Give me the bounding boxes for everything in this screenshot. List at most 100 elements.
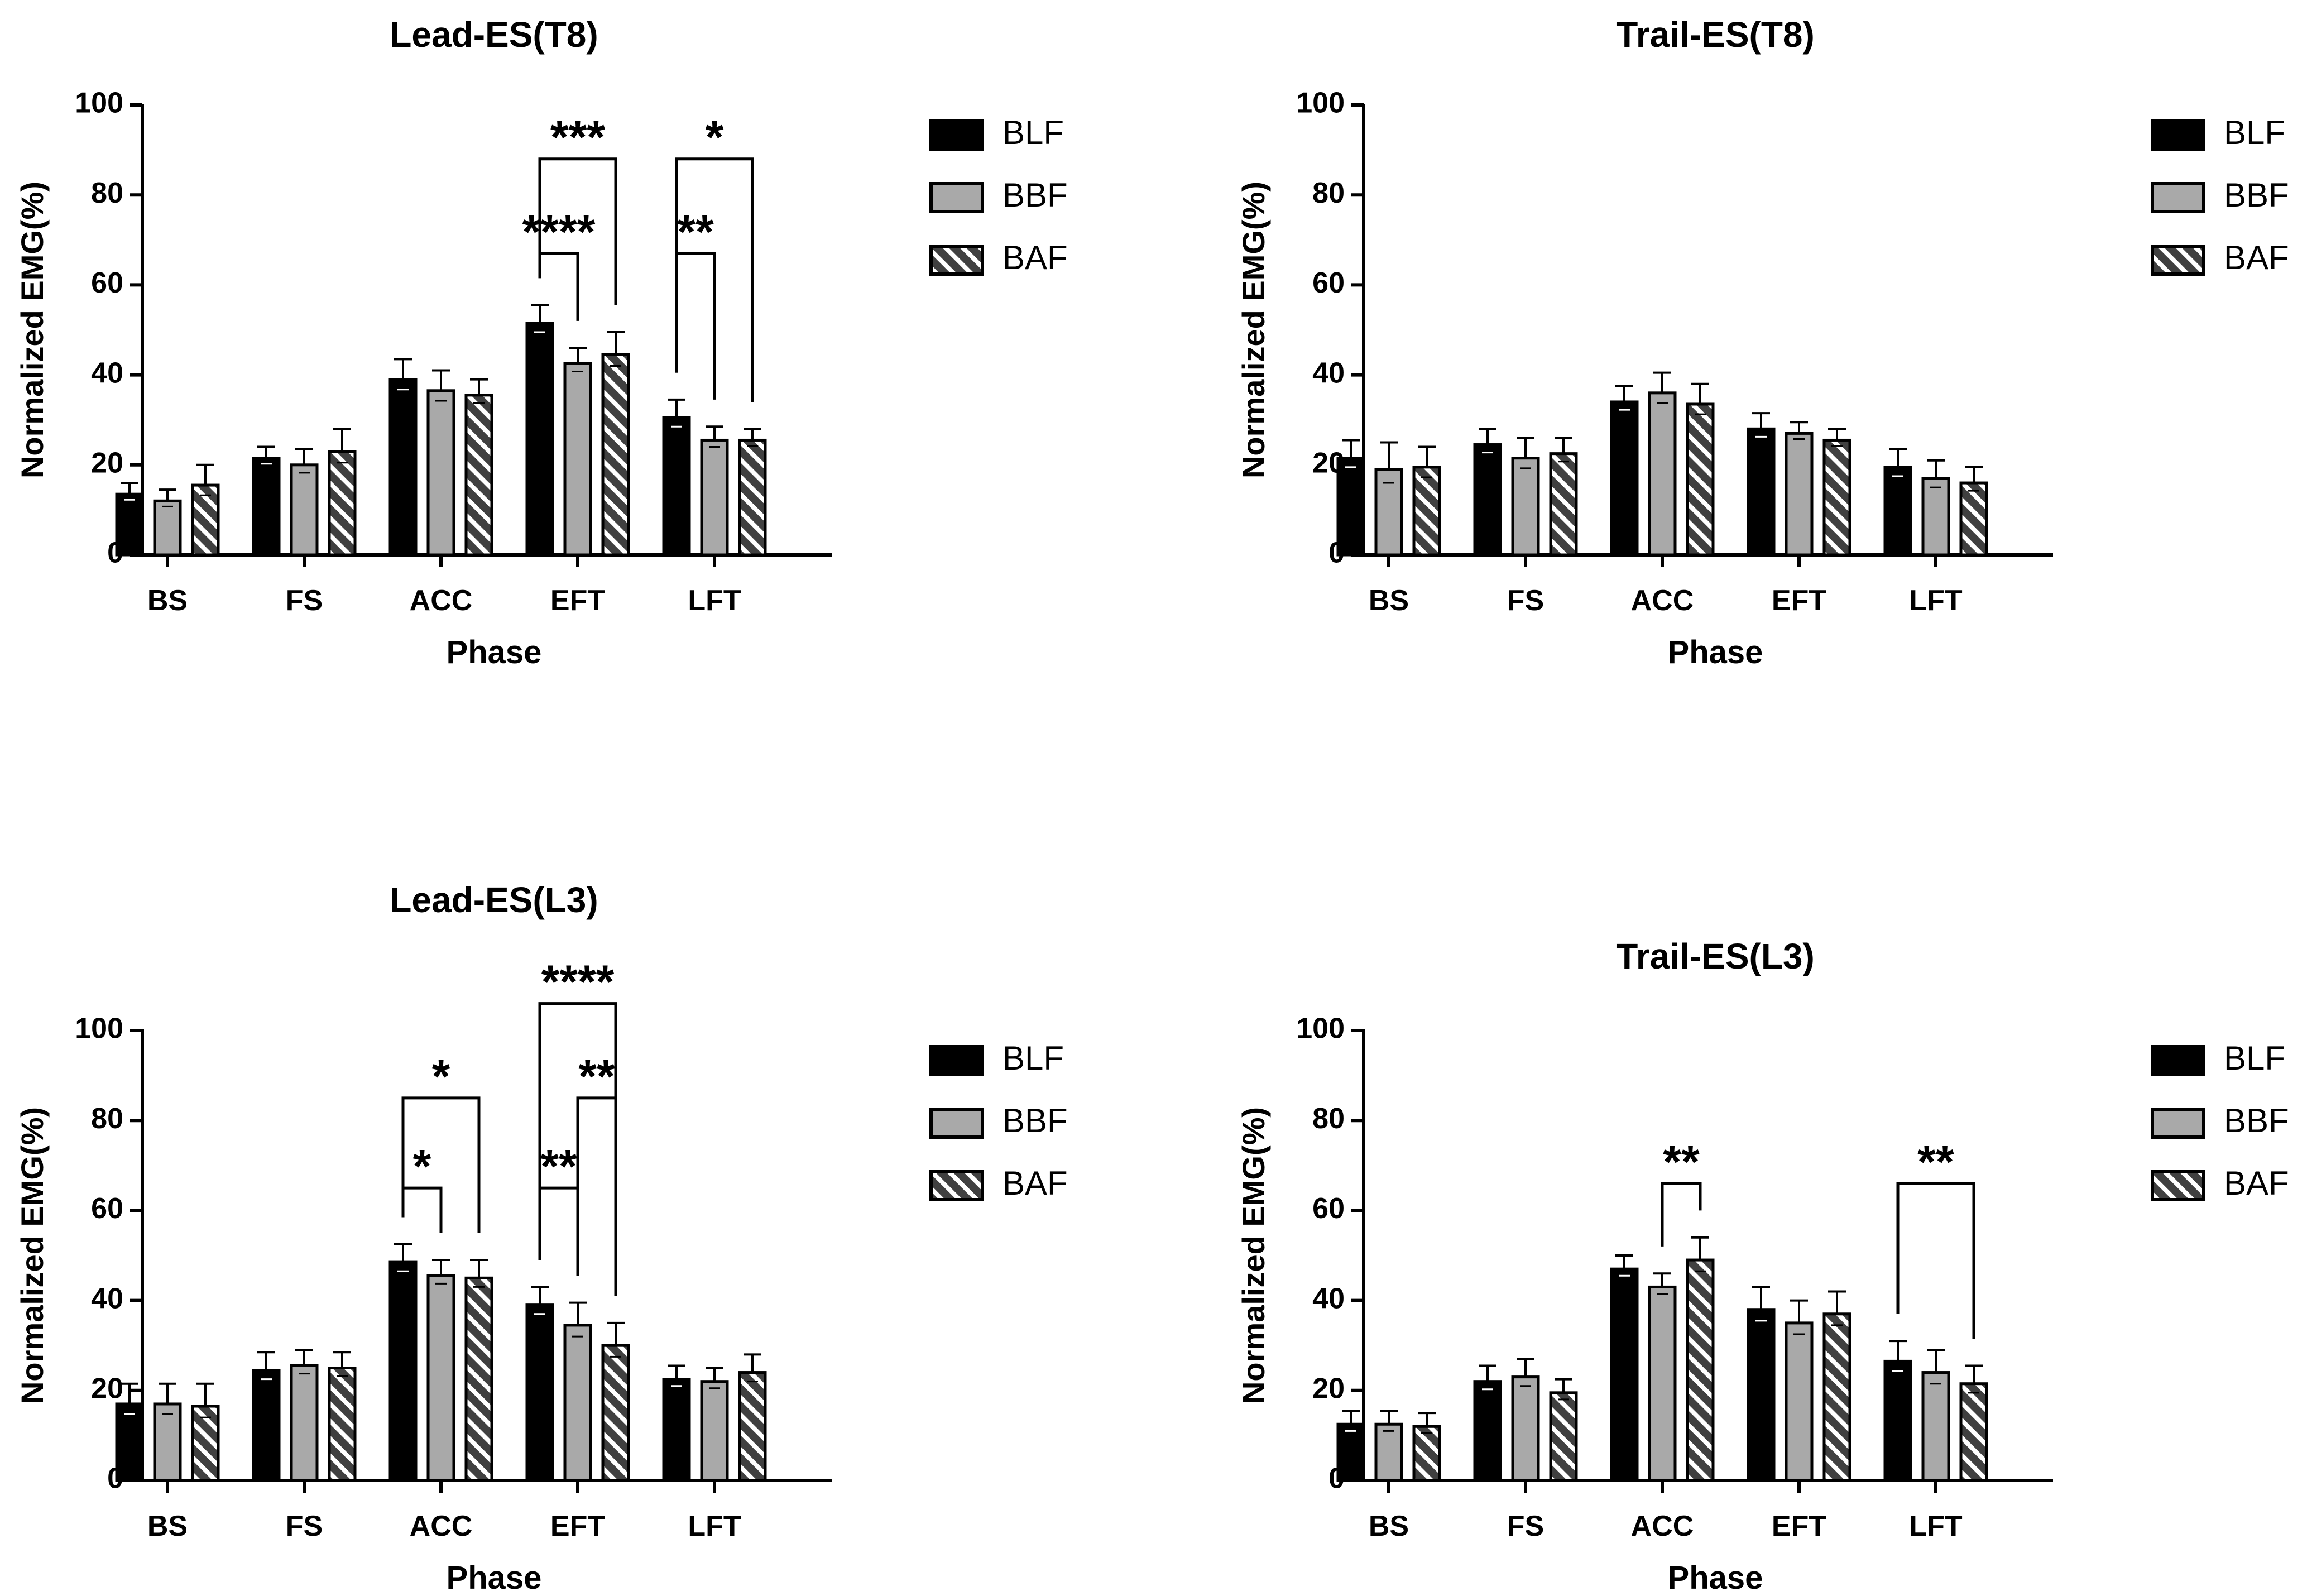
legend-label-blf: BLF <box>1002 114 1064 151</box>
bar-baf-fs <box>328 450 357 557</box>
y-tick-label: 40 <box>1312 357 1345 389</box>
x-tick-label: LFT <box>1909 584 1963 617</box>
bar-bbf-fs <box>1511 1375 1540 1482</box>
bar-bbf-acc <box>426 1274 455 1482</box>
x-tick-label: EFT <box>550 584 605 617</box>
x-axis-label: Phase <box>447 1560 542 1596</box>
x-tick-label: FS <box>1507 584 1544 617</box>
y-tick-label: 80 <box>1312 1103 1345 1135</box>
x-tick-label: LFT <box>688 584 741 617</box>
x-tick-label: FS <box>286 584 323 617</box>
significance-bracket <box>675 252 716 400</box>
bar-bbf-acc <box>426 389 455 557</box>
bar-baf-acc <box>1686 1258 1715 1482</box>
legend-swatch-blf <box>929 1045 984 1076</box>
legend-swatch-baf <box>2151 245 2205 276</box>
y-axis-label: Normalized EMG(%) <box>15 181 50 478</box>
legend-swatch-bbf <box>2151 182 2205 213</box>
legend-swatch-bbf <box>2151 1108 2205 1139</box>
x-axis-label: Phase <box>447 634 542 670</box>
y-tick-label: 100 <box>1296 87 1345 119</box>
significance-label: ** <box>677 205 714 258</box>
bar-baf-fs <box>1549 1391 1578 1482</box>
bar-bbf-eft <box>563 362 592 557</box>
bar-baf-lft <box>1959 1382 1988 1482</box>
bar-baf-eft <box>1822 438 1851 557</box>
legend-swatch-blf <box>2151 1045 2205 1076</box>
significance-label: **** <box>541 956 615 1008</box>
significance-label: ** <box>1917 1135 1954 1188</box>
y-tick-label: 100 <box>1296 1013 1345 1045</box>
y-axis-label: Normalized EMG(%) <box>1236 181 1271 478</box>
y-tick-label: 80 <box>91 1103 123 1135</box>
y-tick-label: 80 <box>91 177 123 209</box>
bar-baf-lft <box>738 1371 767 1482</box>
chart-title: Lead-ES(L3) <box>390 880 598 920</box>
bar-bbf-bs <box>1374 1422 1403 1482</box>
significance-label: ** <box>540 1140 577 1192</box>
y-tick-label: 20 <box>91 1373 123 1405</box>
bar-blf-lft <box>1883 1359 1912 1482</box>
significance-label: ** <box>578 1050 615 1103</box>
bar-baf-eft <box>601 1344 630 1482</box>
bar-baf-lft <box>1959 481 1988 557</box>
significance-bracket <box>538 157 617 305</box>
legend-swatch-blf <box>2151 119 2205 151</box>
chart-lead-es-l3: Lead-ES(L3) 020406080100BSFSACCEFTLFT***… <box>15 880 1068 1596</box>
x-axis-label: Phase <box>1668 1560 1763 1596</box>
significance-label: *** <box>550 111 605 164</box>
bar-baf-fs <box>1549 452 1578 557</box>
bar-blf-acc <box>1610 1267 1639 1482</box>
legend-label-baf: BAF <box>2224 239 2289 276</box>
significance-label: ** <box>1663 1135 1700 1188</box>
bar-bbf-lft <box>1921 477 1950 557</box>
legend-label-baf: BAF <box>1002 239 1068 276</box>
bar-blf-bs <box>115 492 144 557</box>
x-tick-label: BS <box>147 1510 188 1542</box>
bar-baf-acc <box>464 1276 493 1482</box>
bar-baf-acc <box>1686 402 1715 557</box>
y-tick-label: 100 <box>75 87 123 119</box>
legend-label-baf: BAF <box>1002 1164 1068 1202</box>
chart-lead-es-t8: Lead-ES(T8) 020406080100BSFSACCEFTLFT***… <box>15 15 1068 670</box>
significance-bracket <box>576 1096 617 1296</box>
bar-blf-lft <box>1883 466 1912 557</box>
x-tick-label: ACC <box>1631 584 1694 617</box>
legend: BLF BBF BAF <box>929 1039 1068 1202</box>
legend-label-bbf: BBF <box>1002 176 1068 214</box>
y-axis-label: Normalized EMG(%) <box>15 1107 50 1404</box>
x-tick-label: EFT <box>1772 584 1826 617</box>
y-tick-label: 60 <box>91 1192 123 1225</box>
bar-bbf-eft <box>563 1324 592 1482</box>
x-tick-label: EFT <box>550 1510 605 1542</box>
bar-blf-eft <box>525 1303 554 1482</box>
bar-blf-lft <box>662 416 691 557</box>
y-tick-label: 40 <box>91 1282 123 1315</box>
bar-blf-bs <box>115 1402 144 1482</box>
significance-bracket <box>538 1186 579 1276</box>
bar-bbf-acc <box>1648 391 1677 557</box>
bar-baf-fs <box>328 1367 357 1482</box>
significance-bracket <box>1896 1182 1975 1339</box>
legend-swatch-baf <box>2151 1170 2205 1201</box>
bar-blf-bs <box>1336 457 1365 557</box>
significance-label: * <box>432 1050 450 1103</box>
significance-bracket <box>538 1002 617 1296</box>
bar-bbf-eft <box>1785 432 1814 557</box>
legend-label-bbf: BBF <box>1002 1102 1068 1139</box>
legend-label-bbf: BBF <box>2224 176 2289 214</box>
legend-label-blf: BLF <box>2224 114 2285 151</box>
y-tick-label: 100 <box>75 1013 123 1045</box>
bar-bbf-lft <box>700 438 729 557</box>
bar-bbf-bs <box>153 1402 182 1482</box>
significance-label: * <box>413 1140 431 1192</box>
legend: BLF BBF BAF <box>2151 1039 2289 1202</box>
chart-trail-es-l3: Trail-ES(L3) 020406080100BSFSACCEFTLFT**… <box>1236 936 2289 1596</box>
bar-blf-eft <box>525 322 554 557</box>
bar-bbf-bs <box>153 499 182 557</box>
bar-baf-lft <box>738 438 767 557</box>
y-tick-label: 60 <box>1312 1192 1345 1225</box>
x-tick-label: LFT <box>1909 1510 1963 1542</box>
significance-bracket <box>401 1186 443 1233</box>
bar-bbf-fs <box>290 1364 319 1482</box>
